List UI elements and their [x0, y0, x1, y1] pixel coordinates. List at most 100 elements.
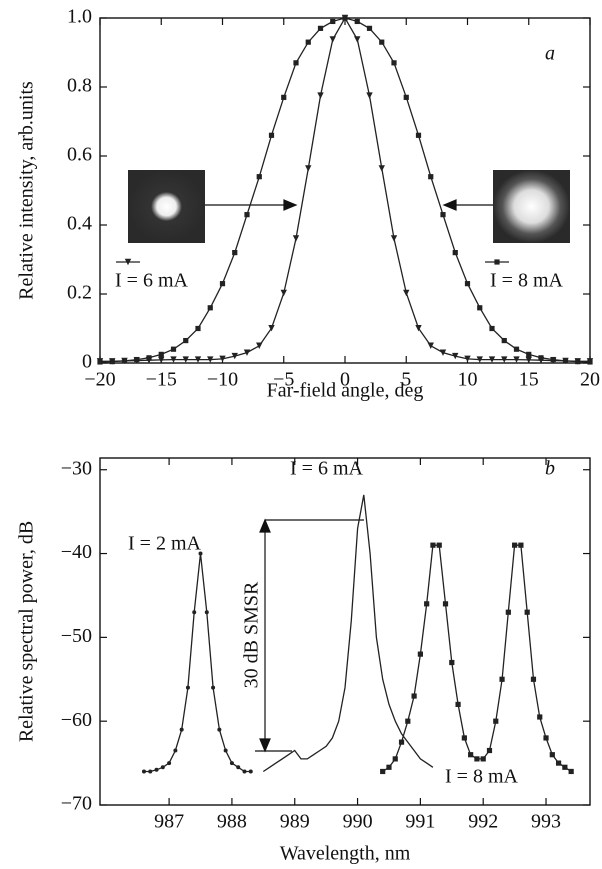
marker	[501, 356, 508, 363]
series-label: I = 6 mA	[115, 270, 188, 292]
marker	[305, 165, 312, 172]
marker	[424, 601, 430, 607]
marker	[329, 36, 336, 43]
panel-label: b	[545, 458, 555, 480]
x-tick-label: −10	[207, 369, 238, 391]
marker	[207, 356, 214, 363]
x-tick-label: 991	[405, 811, 435, 833]
marker	[231, 352, 238, 360]
marker	[427, 342, 434, 349]
marker	[562, 764, 568, 770]
marker	[474, 756, 480, 762]
arrow-head	[259, 518, 271, 533]
marker	[439, 349, 447, 356]
marker	[549, 752, 555, 758]
arrow-head	[442, 199, 457, 211]
marker	[182, 356, 189, 363]
marker	[244, 212, 250, 218]
marker	[256, 342, 263, 349]
marker	[436, 542, 442, 548]
y-tick-label: 0	[82, 351, 92, 373]
marker	[452, 352, 459, 360]
marker	[568, 768, 574, 775]
marker	[392, 756, 398, 762]
marker	[183, 337, 189, 344]
marker	[530, 676, 537, 682]
marker	[243, 349, 251, 356]
x-tick-label: −20	[84, 369, 115, 391]
x-axis-label: Far-field angle, deg	[267, 380, 424, 402]
marker	[366, 92, 373, 99]
annotation: 30 dB SMSR	[241, 581, 263, 688]
marker	[342, 15, 348, 21]
marker	[170, 346, 177, 352]
marker	[390, 235, 398, 242]
x-tick-label: 20	[580, 369, 600, 391]
plot-frame	[99, 457, 591, 806]
marker	[452, 250, 458, 256]
x-tick-label: 988	[217, 811, 247, 833]
marker	[195, 325, 201, 332]
arrow-head	[259, 738, 271, 753]
marker	[154, 767, 159, 772]
marker	[173, 748, 178, 753]
marker	[219, 281, 226, 287]
marker	[489, 325, 495, 332]
x-tick-label: −15	[146, 369, 177, 391]
marker	[575, 359, 581, 365]
marker	[134, 356, 140, 363]
marker	[391, 60, 397, 66]
marker	[428, 174, 434, 180]
marker	[501, 337, 507, 344]
y-tick-label: −70	[61, 793, 92, 815]
series	[262, 494, 434, 773]
marker	[386, 764, 392, 770]
marker	[292, 235, 300, 242]
series-label: I = 2 mA	[128, 533, 201, 555]
marker	[229, 761, 234, 766]
marker	[505, 609, 511, 615]
series	[141, 551, 253, 774]
marker	[417, 651, 423, 657]
marker	[398, 739, 405, 745]
marker	[562, 358, 569, 364]
x-tick-label: 0	[340, 369, 350, 391]
marker	[217, 727, 222, 732]
y-tick-label: −30	[61, 457, 92, 479]
y-tick-label: −60	[61, 709, 92, 731]
marker	[280, 289, 287, 297]
marker	[317, 92, 324, 99]
y-tick-label: −40	[61, 541, 92, 563]
marker	[411, 693, 417, 699]
marker	[480, 756, 486, 762]
marker	[449, 659, 455, 666]
x-tick-label: 987	[154, 811, 184, 833]
x-tick-label: 15	[519, 369, 539, 391]
marker	[493, 718, 499, 724]
marker	[211, 685, 216, 690]
x-tick-label: −5	[273, 369, 294, 391]
marker	[455, 701, 461, 708]
marker	[550, 356, 556, 363]
marker	[403, 94, 409, 100]
y-tick-label: −50	[61, 625, 92, 647]
marker	[524, 609, 530, 615]
series-line	[382, 544, 572, 773]
marker	[403, 289, 410, 297]
marker	[232, 250, 238, 256]
marker	[468, 752, 474, 758]
y-tick-label: 0.2	[67, 282, 92, 304]
marker	[464, 281, 471, 287]
marker	[192, 610, 197, 615]
series	[380, 542, 574, 775]
marker	[146, 355, 152, 361]
marker	[185, 685, 190, 690]
marker	[494, 259, 500, 265]
marker	[513, 346, 520, 352]
marker	[207, 305, 213, 311]
marker	[461, 735, 467, 741]
marker	[537, 714, 543, 720]
marker	[281, 94, 287, 100]
marker	[476, 356, 483, 363]
marker	[486, 747, 493, 754]
